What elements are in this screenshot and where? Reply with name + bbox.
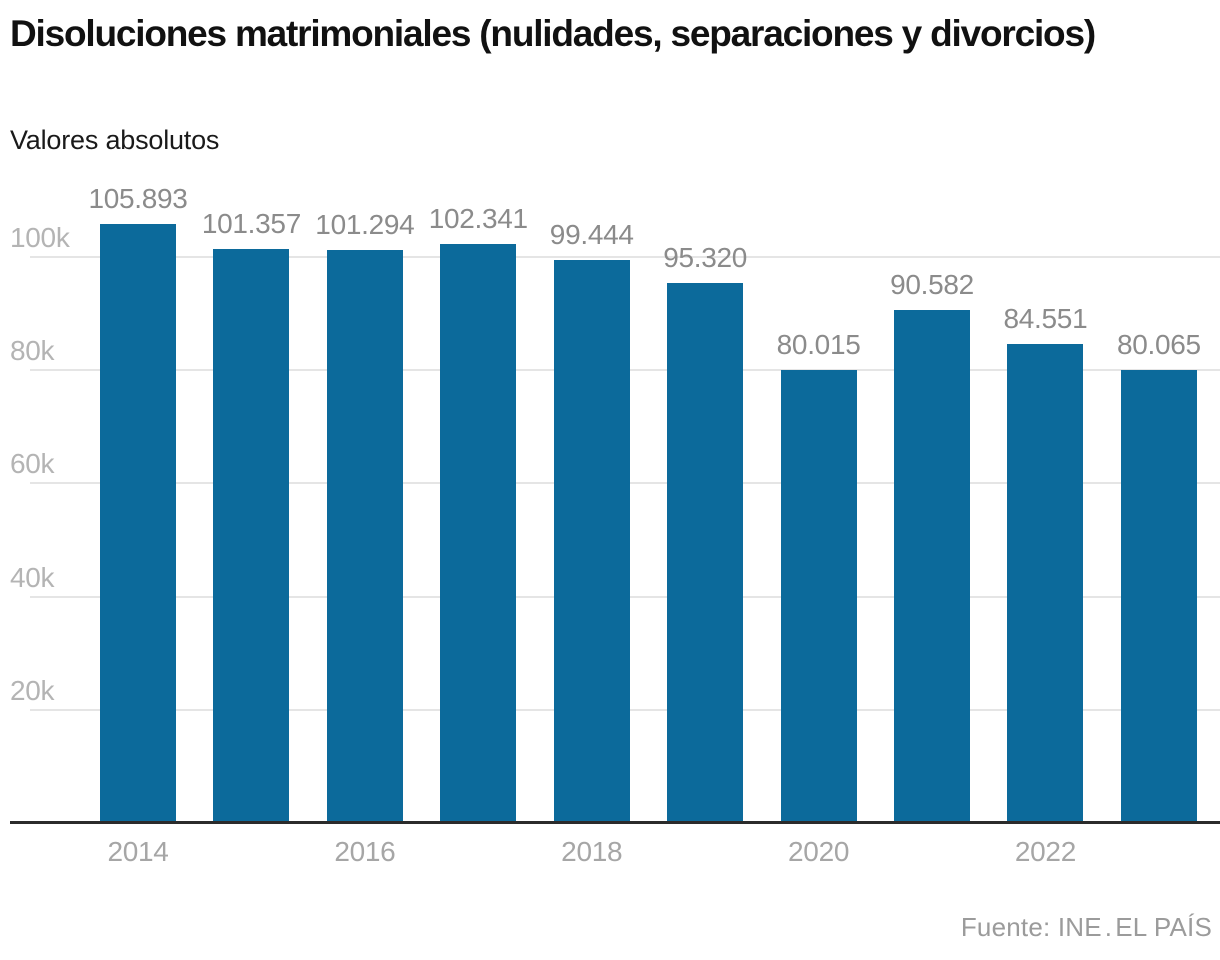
bar-value-label: 95.320 — [663, 242, 748, 274]
gridline — [30, 256, 1220, 258]
bar-value-label: 80.065 — [1116, 328, 1201, 360]
x-axis-baseline — [10, 821, 1220, 824]
x-tick-label: 2014 — [107, 836, 169, 867]
bar — [780, 370, 857, 823]
bar — [213, 249, 290, 823]
y-tick-label: 20k — [10, 674, 55, 706]
y-tick-label: 80k — [10, 335, 55, 367]
bar-value-label: 84.551 — [1003, 303, 1088, 335]
bar — [1120, 369, 1197, 823]
bar — [894, 310, 970, 823]
y-tick-label: 100k — [10, 222, 70, 253]
bar — [667, 283, 744, 823]
x-tick-label: 2020 — [788, 836, 850, 867]
chart-title: Disoluciones matrimoniales (nulidades, s… — [10, 13, 1096, 54]
bar — [100, 223, 176, 823]
bar-value-label: 102.341 — [428, 202, 528, 234]
x-tick-label: 2022 — [1014, 836, 1076, 867]
bar-value-label: 101.294 — [315, 208, 415, 240]
chart-subtitle: Valores absolutos — [10, 125, 220, 155]
bar — [440, 243, 517, 823]
x-tick-label: 2018 — [561, 836, 623, 867]
bar — [1007, 344, 1084, 823]
source-line: Fuente: INE. EL PAÍS — [0, 912, 1212, 942]
bar-value-label: 105.893 — [88, 182, 188, 214]
bar-value-label: 80.015 — [776, 329, 861, 361]
bar — [553, 260, 630, 823]
brand-text: EL PAÍS — [1115, 912, 1212, 942]
y-tick-label: 40k — [10, 561, 55, 593]
source-separator: . — [1104, 912, 1113, 942]
bar — [326, 249, 403, 823]
bar-value-label: 101.357 — [201, 208, 301, 240]
source-text: Fuente: INE — [960, 912, 1102, 942]
bar-value-label: 99.444 — [549, 219, 634, 251]
y-tick-label: 60k — [10, 448, 55, 480]
bar-value-label: 90.582 — [890, 269, 974, 301]
x-tick-label: 2016 — [334, 836, 396, 867]
